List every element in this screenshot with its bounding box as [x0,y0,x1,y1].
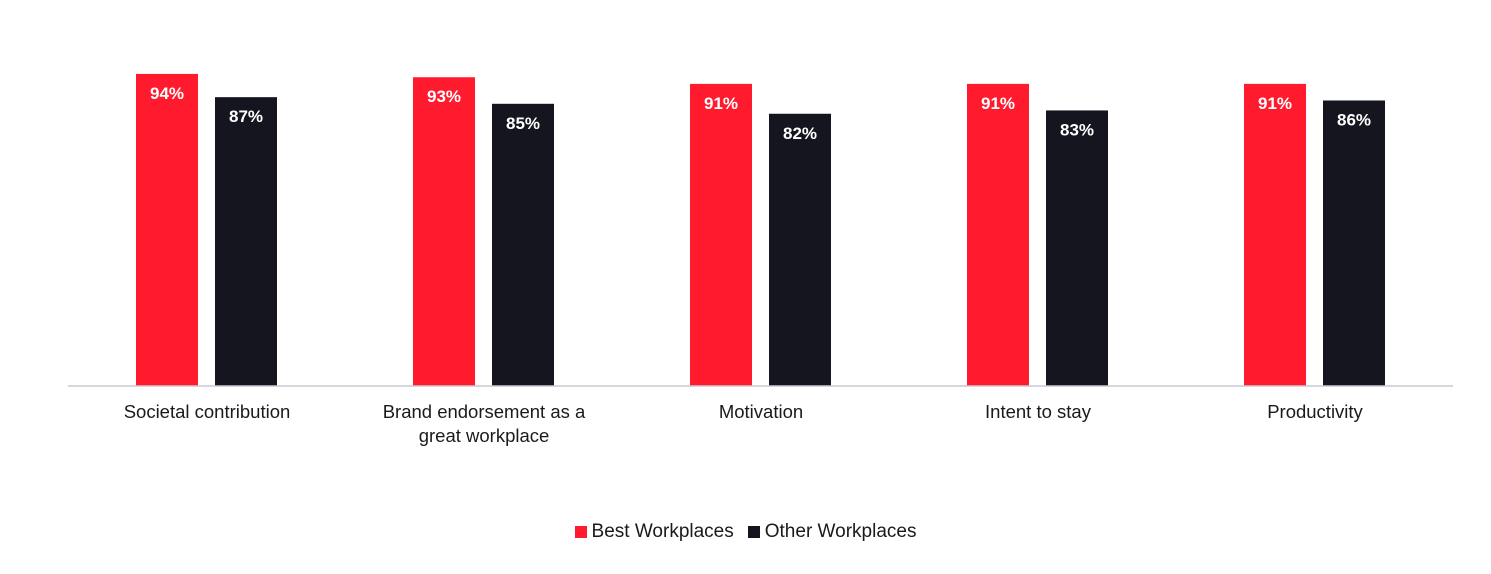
bar-other-4 [1323,100,1385,386]
data-label-best-0: 94% [150,84,184,103]
bar-best-1 [413,77,475,387]
category-label-4: Productivity [1267,401,1363,422]
data-label-best-2: 91% [704,94,738,113]
chart-legend: Best Workplaces Other Workplaces [0,521,1491,543]
data-label-best-1: 93% [427,87,461,106]
data-label-best-3: 91% [981,94,1015,113]
category-label-1-line-0: Brand endorsement as a [383,401,586,422]
bar-best-0 [136,73,198,387]
category-label-2: Motivation [719,401,803,422]
data-label-other-4: 86% [1337,110,1371,129]
bar-other-0 [215,97,277,386]
category-label-1-line-1: great workplace [419,425,550,446]
bar-other-2 [769,113,831,386]
bar-other-3 [1046,110,1108,386]
data-label-other-0: 87% [229,107,263,126]
category-label-0: Societal contribution [124,401,291,422]
legend-label-other-workplaces: Other Workplaces [764,521,917,542]
bar-best-2 [690,83,752,386]
legend-item-other-workplaces: Other Workplaces [747,521,917,543]
data-label-other-3: 83% [1060,120,1094,139]
data-label-other-1: 85% [506,114,540,133]
category-label-3: Intent to stay [985,401,1092,422]
legend-swatch-best-workplaces [574,526,587,538]
data-label-best-4: 91% [1258,94,1292,113]
legend-item-best-workplaces: Best Workplaces [574,521,734,543]
bar-best-3 [967,83,1029,386]
legend-swatch-other-workplaces [747,526,760,538]
data-label-other-2: 82% [783,124,817,143]
bar-best-4 [1244,83,1306,386]
bar-other-1 [492,103,554,387]
legend-label-best-workplaces: Best Workplaces [591,521,734,542]
